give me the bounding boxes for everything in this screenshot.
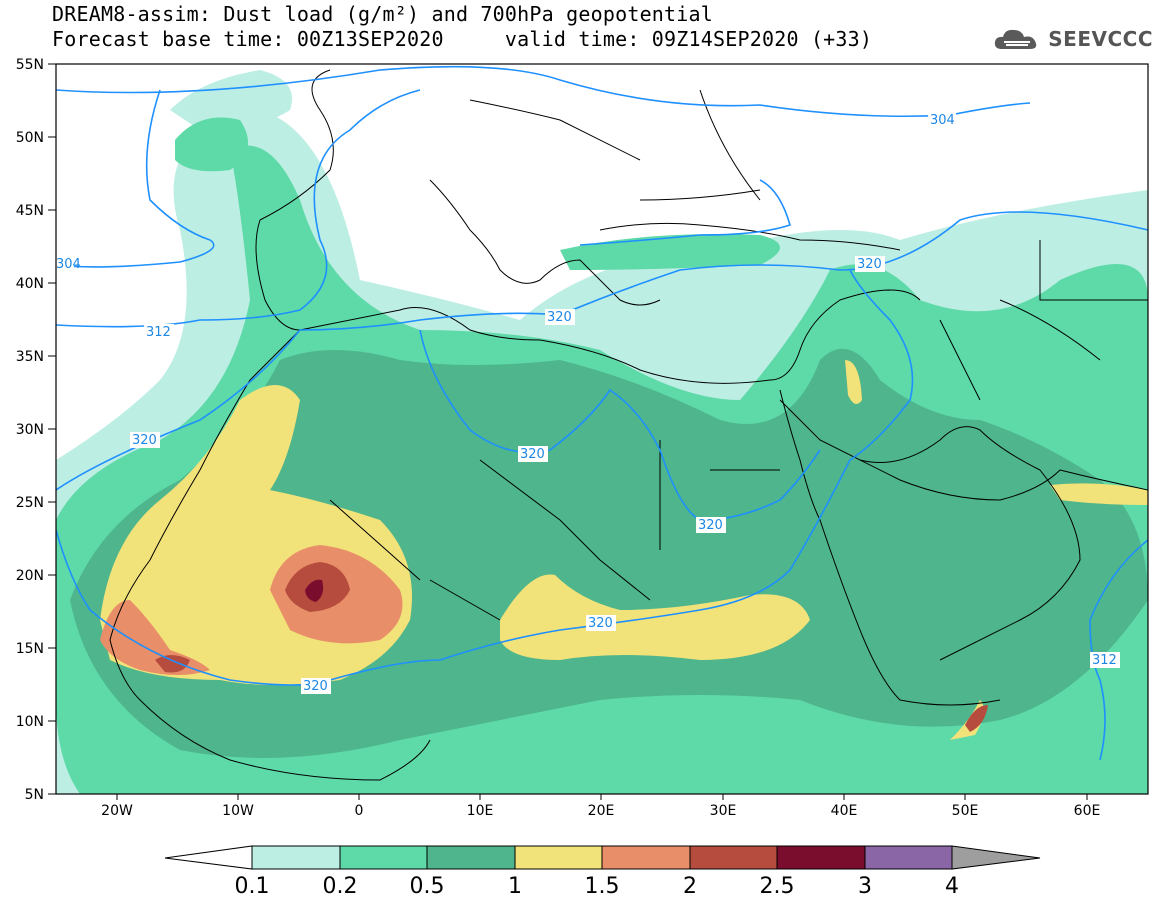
svg-text:320: 320 xyxy=(303,679,328,694)
colorbar-segment xyxy=(251,845,341,870)
dust-region-2.5 xyxy=(305,579,324,602)
svg-text:320: 320 xyxy=(547,310,572,325)
colorbar xyxy=(164,845,1041,870)
colorbar-label: 1.5 xyxy=(585,874,620,899)
lon-tick-label: 0 xyxy=(355,803,364,819)
coastlines xyxy=(109,69,1148,781)
svg-text:304: 304 xyxy=(930,113,955,128)
svg-text:320: 320 xyxy=(132,433,157,448)
dust-field xyxy=(56,64,1148,794)
colorbar-segment xyxy=(601,845,691,870)
contour-label: 304 xyxy=(56,256,81,272)
dust-region-1-gulf xyxy=(1050,483,1148,505)
svg-text:312: 312 xyxy=(1092,653,1117,668)
latitude-axis: 55N 50N 45N 40N 35N 30N 25N 20N 15N 10N … xyxy=(16,57,56,803)
svg-text:320: 320 xyxy=(857,257,882,272)
colorbar-segment xyxy=(426,845,516,870)
lat-tick-label: 30N xyxy=(16,422,44,438)
lon-tick-label: 20W xyxy=(101,803,133,819)
svg-text:304: 304 xyxy=(56,257,81,272)
map-title: DREAM8-assim: Dust load (g/m²) and 700hP… xyxy=(52,2,714,26)
contour-label: 320 xyxy=(301,678,331,694)
logo-text: SEEVCCC xyxy=(1048,27,1153,51)
lat-tick-label: 40N xyxy=(16,276,44,292)
seevccc-logo: SEEVCCC xyxy=(992,24,1153,54)
svg-text:320: 320 xyxy=(698,518,723,533)
contour-label: 320 xyxy=(855,256,885,272)
lat-tick-label: 20N xyxy=(16,568,44,584)
colorbar-segment xyxy=(864,845,953,870)
colorbar-label: 2.5 xyxy=(760,874,795,899)
colorbar-label: 1 xyxy=(508,874,522,899)
lat-tick-label: 50N xyxy=(16,130,44,146)
dust-region-1-somalia xyxy=(950,700,984,740)
contour-label: 320 xyxy=(545,309,575,325)
lat-tick-label: 55N xyxy=(16,57,44,73)
svg-text:320: 320 xyxy=(520,447,545,462)
svg-text:320: 320 xyxy=(588,616,613,631)
dust-region-1-arabia xyxy=(845,360,862,404)
longitude-axis: 20W 10W 0 10E 20E 30E 40E 50E 60E xyxy=(101,794,1100,819)
contour-label: 320 xyxy=(518,446,548,462)
colorbar-label: 4 xyxy=(945,874,959,899)
lon-tick-label: 60E xyxy=(1074,803,1101,819)
cloud-icon xyxy=(995,29,1037,49)
lon-tick-label: 30E xyxy=(710,803,737,819)
lat-tick-label: 45N xyxy=(16,203,44,219)
contour-label: 304 xyxy=(928,112,956,128)
colorbar-high-arrow xyxy=(951,845,1041,870)
contour-label: 312 xyxy=(144,324,174,340)
lon-tick-label: 20E xyxy=(588,803,615,819)
contour-label: 320 xyxy=(586,615,616,631)
colorbar-label: 0.1 xyxy=(235,874,270,899)
colorbar-segment xyxy=(514,845,603,870)
lon-tick-label: 10E xyxy=(467,803,494,819)
dust-region-1.5-west xyxy=(100,600,210,675)
lat-tick-label: 35N xyxy=(16,349,44,365)
colorbar-label: 0.2 xyxy=(323,874,358,899)
colorbar-segment xyxy=(689,845,778,870)
colorbar-segment xyxy=(776,845,866,870)
dust-region-2-somalia xyxy=(965,705,988,732)
dust-region-2-west xyxy=(155,655,190,673)
contour-labels: 304 304 312 312 320 320 320 320 320 320 … xyxy=(56,112,1120,694)
lat-tick-label: 15N xyxy=(16,641,44,657)
lat-tick-label: 10N xyxy=(16,714,44,730)
lat-tick-label: 5N xyxy=(25,787,44,803)
colorbar-label: 2 xyxy=(683,874,697,899)
colorbar-label: 0.5 xyxy=(410,874,445,899)
contour-label: 312 xyxy=(1090,652,1120,668)
lon-tick-label: 10W xyxy=(222,803,254,819)
colorbar-segment xyxy=(339,845,428,870)
lon-tick-label: 40E xyxy=(831,803,858,819)
lon-tick-label: 50E xyxy=(952,803,979,819)
dust-region-0.2-north xyxy=(175,117,248,172)
colorbar-label: 3 xyxy=(858,874,872,899)
lat-tick-label: 25N xyxy=(16,495,44,511)
colorbar-low-arrow xyxy=(164,845,253,870)
colorbar-labels: 0.1 0.2 0.5 1 1.5 2 2.5 3 4 xyxy=(235,874,960,899)
svg-text:312: 312 xyxy=(146,325,171,340)
contour-label: 320 xyxy=(130,432,160,448)
contour-label: 320 xyxy=(696,517,726,533)
forecast-time-subtitle: Forecast base time: 00Z13SEP2020 valid t… xyxy=(52,27,873,51)
